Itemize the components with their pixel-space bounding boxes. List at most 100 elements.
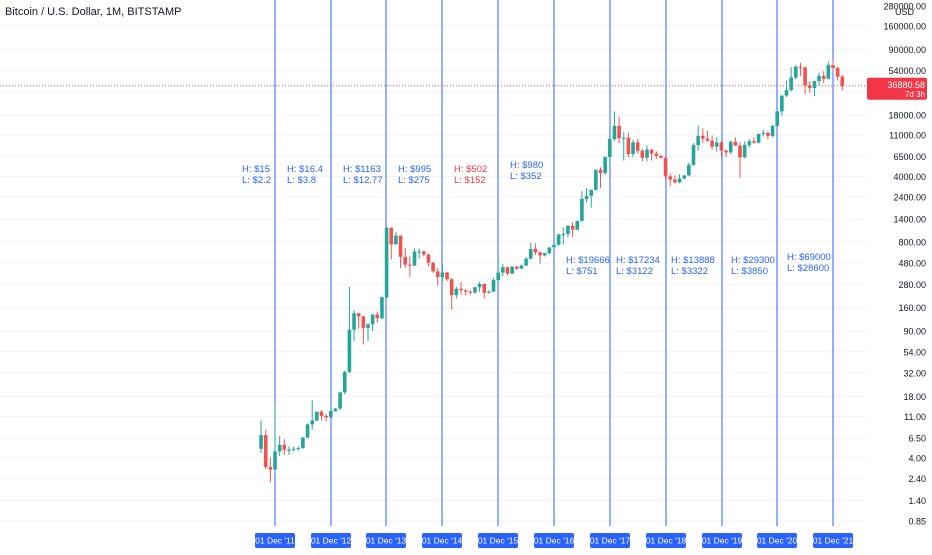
candle-body — [389, 227, 394, 245]
price-tick-label: 90.00 — [903, 326, 926, 336]
annotation-high: H: $995 — [398, 164, 431, 175]
time-axis: 01 Dec '11 01 Dec '12 01 Dec '13 01 Dec '14… — [255, 533, 853, 548]
candle-body — [742, 145, 747, 158]
price-tick-label: 2.40 — [908, 474, 926, 484]
time-tick-tag — [422, 533, 462, 548]
time-tick-tag — [646, 533, 686, 548]
candle-body — [533, 248, 538, 253]
price-tick-label: 280.00 — [898, 280, 926, 290]
candle-body — [701, 135, 705, 139]
candle-body — [273, 451, 277, 470]
candle-body — [370, 314, 375, 325]
annotation-high: H: $29300 — [731, 255, 775, 266]
candle-body — [435, 271, 440, 278]
candle-body — [454, 288, 459, 296]
annotation-low: L: $12.77 — [343, 175, 383, 186]
candle-body — [547, 247, 552, 254]
candle-body — [682, 175, 686, 179]
annotation-low: L: $352 — [510, 171, 542, 182]
candle-body — [640, 150, 645, 158]
candle-body — [710, 140, 714, 147]
candle-body — [296, 447, 301, 449]
annotation-low: L: $751 — [566, 266, 598, 277]
candle-body — [724, 150, 728, 153]
candle-body — [570, 225, 575, 230]
price-tick-label: 6.50 — [908, 434, 926, 444]
time-tick-tag — [702, 533, 742, 548]
candle-body — [705, 138, 710, 141]
candle-body — [677, 178, 682, 183]
currency-label: USD — [895, 7, 915, 17]
candle-body — [412, 251, 417, 266]
candle-body — [826, 65, 831, 79]
time-tick-label: 01 Dec '16 — [534, 536, 575, 546]
candle-body — [259, 435, 263, 449]
candle-body — [408, 264, 412, 266]
candle-body — [566, 225, 570, 235]
candle-body — [770, 125, 775, 136]
annotation-low: L: $275 — [398, 175, 430, 186]
candle-body — [719, 142, 724, 151]
price-axis: 280000.00160000.0090000.0054000.0032000.… — [866, 0, 932, 550]
candle-body — [468, 291, 473, 293]
candle-body — [501, 267, 505, 273]
candle-body — [687, 164, 691, 176]
candle-body — [319, 411, 324, 416]
time-tick-label: 01 Dec '18 — [646, 536, 687, 546]
candle-body — [324, 415, 328, 418]
candle-body — [780, 95, 784, 112]
candle-body — [291, 448, 296, 450]
candle-body — [696, 135, 700, 146]
price-tick-label: 18.00 — [903, 392, 926, 402]
candle-body — [635, 142, 640, 151]
time-tick-tag — [813, 533, 853, 548]
candle-body — [589, 189, 593, 196]
time-tick-label: 01 Dec '13 — [366, 536, 407, 546]
price-tick-label: 280000.00 — [883, 2, 926, 12]
price-tick-label: 480.00 — [898, 258, 926, 268]
candle-body — [496, 272, 500, 281]
candle-body — [347, 329, 352, 372]
annotation-low: L: $28600 — [787, 263, 829, 274]
candle-body — [714, 142, 719, 147]
candle-body — [761, 132, 766, 134]
candle-body — [477, 284, 482, 288]
price-tick-label: 54.00 — [903, 347, 926, 357]
candle-body — [584, 195, 589, 199]
candle-body — [812, 80, 817, 88]
candle-body — [668, 176, 673, 180]
price-tick-label: 4000.00 — [893, 172, 926, 182]
candle-body — [375, 314, 380, 319]
candle-body — [552, 244, 556, 248]
annotation-low: L: $2.2 — [242, 175, 271, 186]
candle-body — [784, 90, 789, 96]
candle-body — [538, 252, 542, 256]
candle-body — [277, 444, 282, 452]
candle-body — [612, 125, 617, 139]
price-tick-label: 54000.00 — [888, 66, 926, 76]
candle-body — [510, 266, 514, 274]
annotation-high: H: $69000 — [787, 252, 831, 263]
candle-body — [394, 235, 398, 245]
candle-body — [626, 137, 631, 155]
price-tick-label: 11000.00 — [889, 131, 926, 141]
candle-body — [426, 254, 431, 263]
price-tick-label: 1400.00 — [893, 215, 926, 225]
chart-title: Bitcoin / U.S. Dollar, 1M, BITSTAMP — [5, 6, 182, 18]
candle-body — [431, 262, 435, 272]
candle-body — [305, 424, 310, 438]
candle-body — [542, 253, 547, 256]
candle-body — [803, 67, 807, 86]
candle-body — [798, 66, 803, 68]
price-tick-label: 1.40 — [908, 496, 926, 506]
candle-body — [384, 227, 389, 298]
annotation-high: H: $19666 — [566, 255, 610, 266]
time-tick-label: 01 Dec '17 — [590, 536, 631, 546]
price-tick-label: 160.00 — [898, 303, 926, 313]
candle-body — [352, 313, 356, 330]
candle-body — [766, 132, 770, 136]
candle-body — [287, 449, 291, 451]
candle-body — [617, 125, 621, 139]
